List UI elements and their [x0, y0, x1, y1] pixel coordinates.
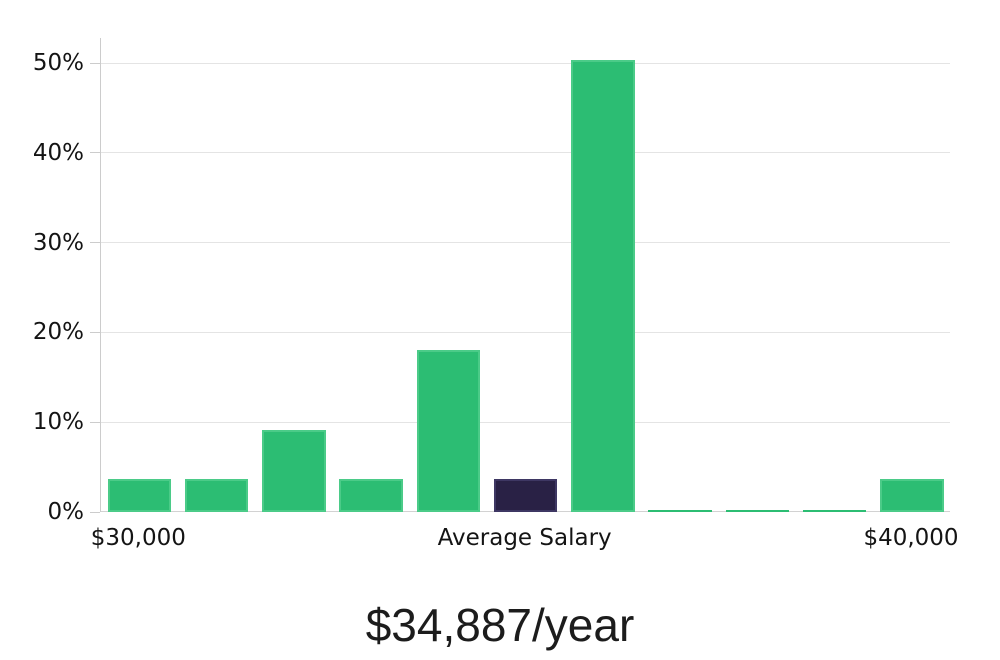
histogram-bar: [262, 430, 326, 512]
histogram-bar: [107, 478, 171, 512]
average-salary-bar: [493, 478, 558, 512]
y-axis-tick-label: 50%: [32, 50, 84, 77]
x-axis-label: Average Salary: [437, 525, 612, 551]
gridline: [101, 152, 950, 154]
y-axis-tick-label: 0%: [47, 499, 85, 525]
y-axis-tick: [90, 511, 100, 513]
x-axis-label: $30,000: [90, 525, 186, 551]
histogram-bar: [725, 510, 790, 512]
y-axis-tick-label: 10%: [32, 409, 84, 436]
y-axis-tick: [90, 152, 100, 154]
y-axis-tick: [90, 331, 100, 333]
y-axis-tick-label: 40%: [32, 139, 84, 166]
histogram-bar: [339, 478, 403, 512]
y-axis-tick: [90, 421, 100, 423]
gridline: [101, 62, 950, 64]
y-axis-tick-label: 20%: [32, 319, 84, 346]
histogram-bar: [571, 60, 635, 512]
gridline: [101, 331, 950, 333]
y-axis-tick: [90, 62, 100, 64]
gridline: [101, 421, 950, 423]
y-axis-tick-label: 30%: [32, 229, 84, 256]
x-axis-label: $40,000: [863, 525, 959, 551]
histogram-bar: [184, 478, 249, 512]
histogram-bar: [416, 350, 481, 512]
histogram-bar: [880, 478, 944, 512]
y-axis-tick: [90, 242, 100, 244]
plot-area: [100, 38, 950, 512]
histogram-bar: [803, 510, 867, 512]
histogram-bar: [648, 510, 712, 512]
gridline: [101, 242, 950, 244]
average-salary-value: $34,887/year: [365, 599, 635, 651]
